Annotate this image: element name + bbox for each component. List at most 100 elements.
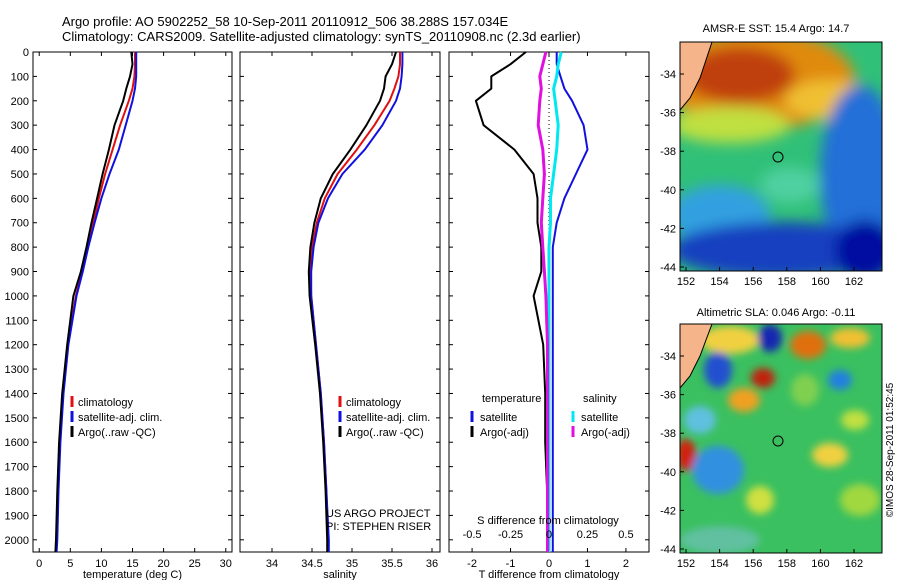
map-x-tick-label: 160: [811, 276, 829, 288]
x-tick-label: 15: [126, 558, 138, 570]
y-tick-label: 400: [11, 145, 29, 157]
y-tick-label: 1600: [5, 437, 29, 449]
sst-map-panel: AMSR-E SST: 15.4 Argo: 14.7 152 154 156 158…: [660, 23, 883, 288]
y-tick-label: 1000: [5, 291, 29, 303]
legend-label: Argo(..raw -QC): [78, 427, 156, 439]
map-y-tick-label: -44: [660, 544, 676, 556]
map-x-tick-label: 156: [744, 558, 762, 570]
s-difference-label: S difference from climatology: [477, 515, 619, 527]
y-tick-label: 1300: [5, 364, 29, 376]
legend-label: climatology: [346, 397, 402, 409]
map-y-tick-label: -38: [660, 146, 676, 158]
map-y-tick-label: -44: [660, 262, 676, 274]
sal-satellite-diff-line: [547, 51, 563, 552]
project-label: US ARGO PROJECT: [326, 508, 431, 520]
salinity-line-argo: [307, 51, 397, 552]
x-tick-label: 36: [426, 558, 438, 570]
s-tick-label: -0.25: [498, 529, 523, 541]
y-tick-label: 700: [11, 218, 29, 230]
sal-argo-diff-line: [536, 51, 549, 552]
x-tick-label: 1: [584, 558, 590, 570]
legend-label: Argo(..raw -QC): [346, 427, 424, 439]
x-tick-label: 34.5: [301, 558, 322, 570]
x-tick-label: 0: [36, 558, 42, 570]
legend-label: satellite-adj. clim.: [346, 412, 430, 424]
x-tick-label: 0: [546, 558, 552, 570]
y-tick-label: 2000: [5, 535, 29, 547]
y-tick-label: 0: [23, 47, 29, 59]
map-y-tick-label: -36: [660, 108, 676, 120]
map-x-tick-label: 152: [677, 276, 695, 288]
sst-map-title: AMSR-E SST: 15.4 Argo: 14.7: [703, 23, 850, 35]
y-tick-label: 200: [11, 96, 29, 108]
x-tick-label: 25: [189, 558, 201, 570]
y-tick-label: 1200: [5, 340, 29, 352]
map-x-tick-label: 152: [677, 558, 695, 570]
map-y-tick-label: -34: [660, 351, 676, 363]
y-tick-label: 900: [11, 267, 29, 279]
salinity-profile-xlabel: salinity: [323, 569, 357, 580]
map-x-tick-label: 162: [845, 276, 863, 288]
map-y-tick-label: -38: [660, 428, 676, 440]
legend-label: satellite: [480, 412, 517, 424]
temp-argo-diff-line: [474, 51, 549, 552]
temperature-line-argo: [54, 51, 134, 553]
temperature-profile-xlabel: temperature (deg C): [83, 569, 182, 580]
y-tick-label: 500: [11, 169, 29, 181]
legend-label: climatology: [78, 397, 134, 409]
y-tick-label: 100: [11, 71, 29, 83]
x-tick-label: 20: [157, 558, 169, 570]
x-tick-label: 34: [266, 558, 278, 570]
s-tick-label: 0: [546, 529, 552, 541]
temp-satellite-diff-line: [551, 52, 589, 552]
x-tick-label: 5: [67, 558, 73, 570]
sla-argo-location-marker: [772, 435, 784, 447]
salinity-line-climatology: [309, 52, 401, 552]
y-tick-label: 1100: [5, 315, 29, 327]
x-tick-label: 10: [95, 558, 107, 570]
map-x-tick-label: 158: [778, 558, 796, 570]
y-tick-label: 1400: [5, 388, 29, 400]
figure-title-line-2: Climatology: CARS2009. Satellite-adjuste…: [62, 29, 581, 44]
x-tick-label: 35: [346, 558, 358, 570]
figure-title-line-1: Argo profile: AO 5902252_58 10-Sep-2011 …: [62, 14, 509, 29]
y-tick-label: 800: [11, 242, 29, 254]
pi-label: PI: STEPHEN RISER: [326, 521, 431, 533]
y-tick-label: 300: [11, 120, 29, 132]
map-x-tick-label: 156: [744, 276, 762, 288]
x-tick-label: -1: [506, 558, 516, 570]
map-y-tick-label: -36: [660, 390, 676, 402]
y-tick-label: 1800: [5, 486, 29, 498]
difference-profile-panel: -2 -1 0 1 2T difference from climatology -0.5…: [448, 51, 650, 580]
legend-header: temperature: [482, 393, 541, 405]
temperature-legend: climatology satellite-adj. clim. Argo(..ra…: [70, 396, 162, 439]
map-x-tick-label: 158: [778, 276, 796, 288]
y-tick-label: 1900: [5, 510, 29, 522]
legend-label: Argo(-adj): [480, 427, 529, 439]
s-tick-label: -0.5: [463, 529, 482, 541]
y-tick-label: 600: [11, 193, 29, 205]
s-tick-label: 0.5: [618, 529, 633, 541]
temperature-line-satellite: [55, 52, 138, 553]
map-x-tick-label: 160: [811, 558, 829, 570]
difference-profile-xlabel: T difference from climatology: [479, 569, 620, 580]
map-y-tick-label: -40: [660, 467, 676, 479]
map-y-tick-label: -34: [660, 69, 676, 81]
imos-credit: ©IMOS 28-Sep-2011 01:52:45: [885, 382, 896, 517]
map-y-tick-label: -42: [660, 505, 676, 517]
salinity-profile-panel: 34 34.5 35 35.5 36 salinity climatology satelli…: [239, 51, 441, 580]
legend-header: salinity: [583, 393, 617, 405]
difference-legend: temperature salinity satellite Argo(-adj) sa…: [470, 393, 630, 439]
legend-label: satellite-adj. clim.: [78, 412, 162, 424]
map-x-tick-label: 154: [710, 276, 728, 288]
temperature-profile-panel: 0100200300400500600700800900100011001200…: [5, 47, 233, 580]
salinity-profile-frame: [239, 51, 441, 553]
legend-label: Argo(-adj): [581, 427, 630, 439]
x-tick-label: 30: [220, 558, 232, 570]
map-x-tick-label: 162: [845, 558, 863, 570]
temperature-profile-frame: [32, 51, 233, 553]
legend-label: satellite: [581, 412, 618, 424]
y-tick-label: 1500: [5, 413, 29, 425]
temperature-line-climatology: [55, 52, 136, 553]
